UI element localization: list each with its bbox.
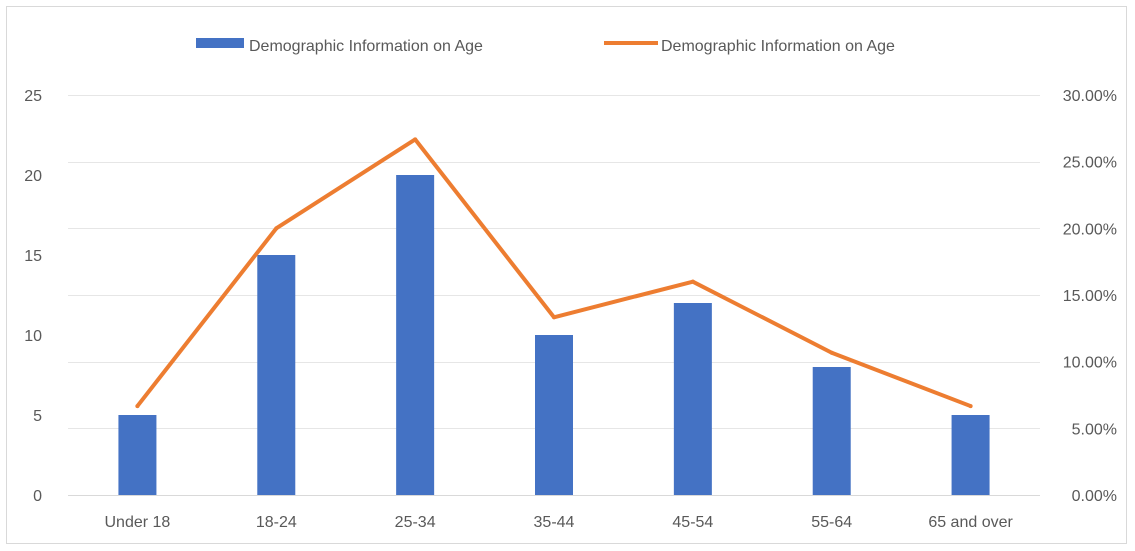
legend: Demographic Information on Age Demograph… xyxy=(196,38,895,55)
line-point xyxy=(413,137,418,142)
left-axis-tick-label: 15 xyxy=(24,248,42,265)
left-y-axis: 0 5 10 15 20 25 xyxy=(24,88,42,505)
left-axis-tick-label: 0 xyxy=(33,488,42,505)
line-point xyxy=(552,315,556,320)
legend-swatch-bar xyxy=(196,38,244,48)
x-axis-tick-label: 55-64 xyxy=(811,514,852,531)
right-axis-tick-label: 30.00% xyxy=(1063,88,1117,105)
right-axis-tick-label: 5.00% xyxy=(1072,421,1117,438)
x-axis-tick-label: 25-34 xyxy=(395,514,436,531)
bar xyxy=(951,415,990,495)
legend-label-bar: Demographic Information on Age xyxy=(249,38,483,55)
x-axis: Under 18 18-24 25-34 35-44 45-54 55-64 65 and … xyxy=(105,514,1014,531)
x-axis-tick-label: 18-24 xyxy=(256,514,297,531)
left-axis-tick-label: 10 xyxy=(24,328,42,345)
x-axis-tick-label: 35-44 xyxy=(534,514,575,531)
legend-label-line: Demographic Information on Age xyxy=(661,38,895,55)
bar xyxy=(396,175,435,495)
bar xyxy=(673,303,712,495)
line-series xyxy=(135,137,973,409)
left-axis-tick-label: 25 xyxy=(24,88,42,105)
gridlines xyxy=(68,95,1040,496)
x-axis-tick-label: 65 and over xyxy=(928,514,1013,531)
right-axis-tick-label: 15.00% xyxy=(1063,288,1117,305)
bar-series xyxy=(118,175,990,495)
bar xyxy=(118,415,157,495)
bar xyxy=(812,367,851,495)
left-axis-tick-label: 20 xyxy=(24,168,42,185)
left-axis-tick-label: 5 xyxy=(33,408,42,425)
right-y-axis: 0.00% 5.00% 10.00% 15.00% 20.00% 25.00% 30.00% xyxy=(1063,88,1117,505)
right-axis-tick-label: 10.00% xyxy=(1063,355,1117,372)
line-point xyxy=(690,279,695,284)
line-point xyxy=(968,404,973,409)
right-axis-tick-label: 0.00% xyxy=(1072,488,1117,505)
line-point xyxy=(274,226,279,231)
right-axis-tick-label: 25.00% xyxy=(1063,155,1117,172)
bar xyxy=(257,255,296,495)
line-point xyxy=(135,404,140,409)
right-axis-tick-label: 20.00% xyxy=(1063,221,1117,238)
bar xyxy=(535,335,573,495)
x-axis-tick-label: 45-54 xyxy=(672,514,713,531)
line-point xyxy=(829,350,834,355)
x-axis-tick-label: Under 18 xyxy=(105,514,171,531)
